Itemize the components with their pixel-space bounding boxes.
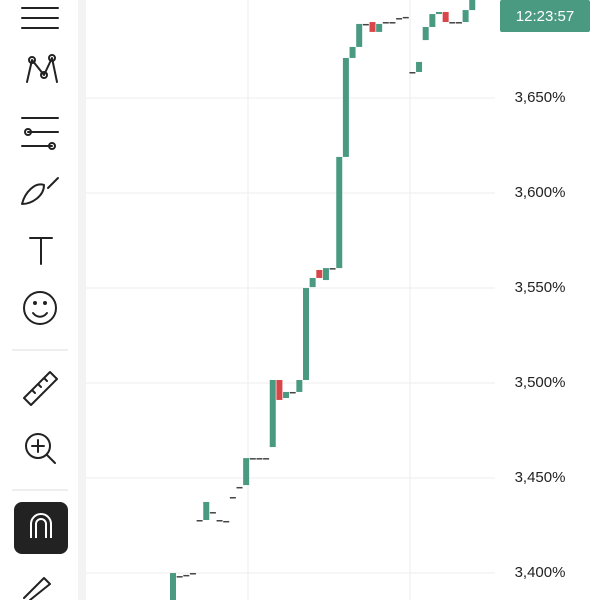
candle bbox=[429, 14, 436, 27]
time-badge bbox=[500, 0, 590, 32]
time-label: 12:23:57 bbox=[516, 8, 574, 25]
candle bbox=[389, 22, 396, 24]
candle bbox=[223, 520, 230, 523]
candle bbox=[256, 458, 263, 460]
emoji-tool[interactable] bbox=[23, 291, 57, 325]
y-tick-label: 3,650% bbox=[515, 89, 566, 106]
candle bbox=[382, 22, 389, 24]
pattern-tool[interactable] bbox=[26, 54, 58, 83]
candle bbox=[342, 57, 349, 157]
candle bbox=[469, 0, 476, 11]
text-tool[interactable] bbox=[29, 237, 53, 265]
candle bbox=[249, 458, 256, 460]
candle bbox=[316, 269, 323, 278]
candle bbox=[449, 22, 456, 24]
candle bbox=[309, 277, 316, 288]
candle bbox=[283, 391, 290, 399]
candle bbox=[396, 18, 403, 20]
y-tick-label: 3,400% bbox=[515, 564, 566, 581]
plot bbox=[86, 0, 495, 600]
candle bbox=[236, 486, 243, 489]
candle bbox=[289, 391, 296, 394]
candle bbox=[356, 23, 363, 47]
candle bbox=[189, 573, 196, 575]
candle bbox=[243, 458, 250, 486]
y-tick-label: 3,550% bbox=[515, 279, 566, 296]
candle bbox=[422, 26, 429, 41]
lock-draw-tool[interactable] bbox=[23, 577, 51, 600]
candle bbox=[336, 156, 343, 269]
candle bbox=[203, 501, 210, 521]
candle bbox=[269, 379, 276, 448]
magnet-icon bbox=[30, 513, 52, 538]
candle bbox=[455, 22, 462, 24]
y-tick-label: 3,450% bbox=[515, 469, 566, 486]
y-tick-label: 3,500% bbox=[515, 374, 566, 391]
candle bbox=[196, 520, 203, 522]
candle bbox=[229, 497, 236, 499]
candle bbox=[402, 16, 409, 19]
candle bbox=[170, 573, 176, 600]
candle bbox=[296, 379, 303, 392]
candle bbox=[303, 288, 309, 380]
candle bbox=[322, 268, 329, 281]
candle bbox=[276, 379, 283, 400]
candle bbox=[329, 268, 336, 270]
brush-tool[interactable] bbox=[21, 177, 59, 205]
candle bbox=[216, 520, 223, 522]
zoom-tool[interactable] bbox=[25, 433, 56, 464]
toolbar bbox=[12, 7, 68, 600]
candle bbox=[176, 576, 183, 578]
candle bbox=[369, 22, 376, 32]
candle bbox=[436, 11, 442, 15]
candle bbox=[442, 11, 449, 23]
candle bbox=[416, 61, 423, 73]
y-tick-label: 3,600% bbox=[515, 184, 566, 201]
panel-edge bbox=[78, 0, 86, 600]
candle bbox=[209, 512, 216, 514]
candle bbox=[362, 23, 369, 26]
candle bbox=[376, 23, 383, 32]
lines-tool[interactable] bbox=[21, 7, 59, 29]
fib-tool[interactable] bbox=[21, 117, 59, 150]
candle bbox=[462, 10, 469, 23]
candle bbox=[263, 458, 270, 460]
candle bbox=[183, 574, 190, 577]
candle bbox=[349, 46, 356, 58]
magnet-tool[interactable] bbox=[14, 502, 68, 554]
ruler-tool[interactable] bbox=[23, 371, 58, 406]
candle bbox=[409, 72, 416, 74]
